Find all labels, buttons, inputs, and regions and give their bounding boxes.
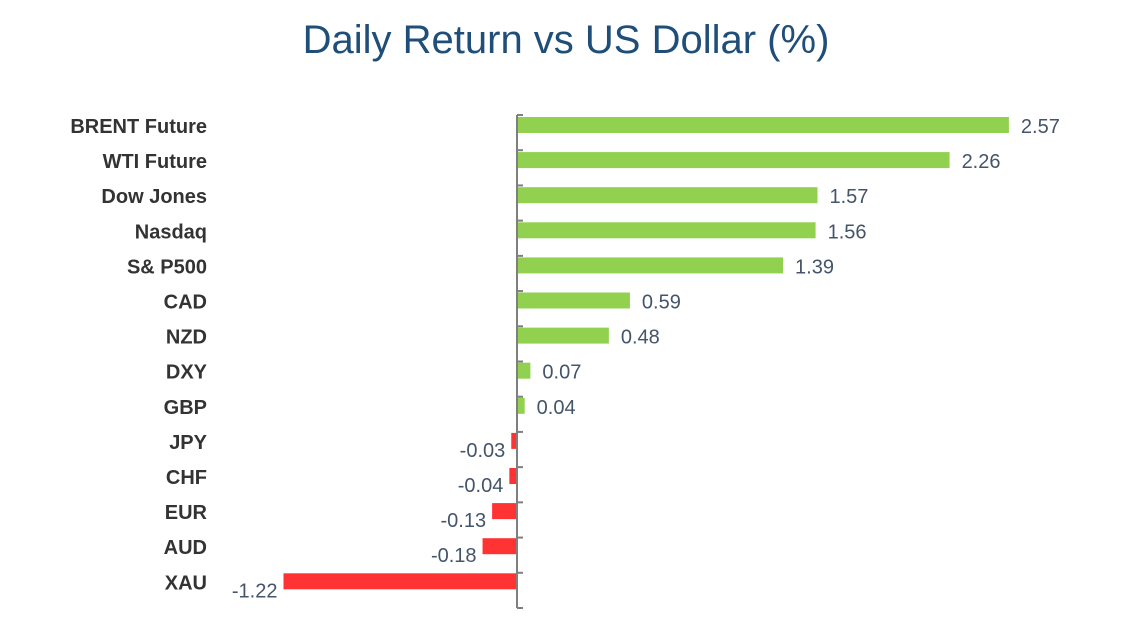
- data-label: 0.48: [621, 327, 660, 349]
- chart-title: Daily Return vs US Dollar (%): [302, 18, 830, 62]
- category-label: GBP: [164, 397, 207, 419]
- bar: [517, 327, 609, 344]
- bar: [517, 117, 1009, 133]
- data-label: -0.13: [441, 510, 487, 532]
- data-label: -0.04: [458, 475, 504, 497]
- category-label: AUD: [164, 537, 207, 559]
- data-label: 1.57: [829, 186, 868, 208]
- data-label: 2.57: [1021, 116, 1060, 138]
- category-label: CHF: [166, 467, 207, 489]
- bar: [517, 152, 950, 169]
- data-label: 0.07: [542, 362, 581, 384]
- bar: [283, 573, 517, 590]
- labels-layer: BRENT Future 2.57 WTI Future 2.26 Dow Jones 1…: [70, 116, 1060, 602]
- category-label: EUR: [165, 502, 208, 524]
- bar: [509, 468, 517, 484]
- category-label: DXY: [166, 362, 208, 384]
- bar: [492, 503, 517, 520]
- category-label: Dow Jones: [101, 186, 207, 208]
- category-label: S& P500: [127, 256, 207, 278]
- bar: [517, 187, 818, 204]
- data-label: 0.59: [642, 292, 681, 314]
- category-label: CAD: [164, 292, 207, 314]
- data-label: 1.56: [828, 221, 867, 243]
- data-label: -1.22: [232, 580, 278, 602]
- bar: [517, 362, 531, 379]
- category-label: XAU: [165, 572, 207, 594]
- bar: [517, 222, 816, 239]
- category-label: WTI Future: [103, 151, 207, 173]
- bar: [517, 397, 525, 414]
- category-label: Nasdaq: [135, 221, 207, 243]
- data-label: 1.39: [795, 256, 834, 278]
- category-label: JPY: [169, 432, 207, 454]
- data-label: -0.18: [431, 545, 477, 567]
- bar: [517, 292, 630, 309]
- bar: [517, 257, 784, 274]
- category-label: NZD: [166, 327, 207, 349]
- bar: [511, 432, 517, 449]
- bars-layer: [283, 117, 1009, 590]
- data-label: -0.03: [460, 440, 506, 462]
- data-label: 2.26: [962, 151, 1001, 173]
- bar: [482, 538, 517, 555]
- data-label: 0.04: [537, 397, 576, 419]
- category-label: BRENT Future: [70, 116, 207, 138]
- axis-layer: [516, 114, 523, 609]
